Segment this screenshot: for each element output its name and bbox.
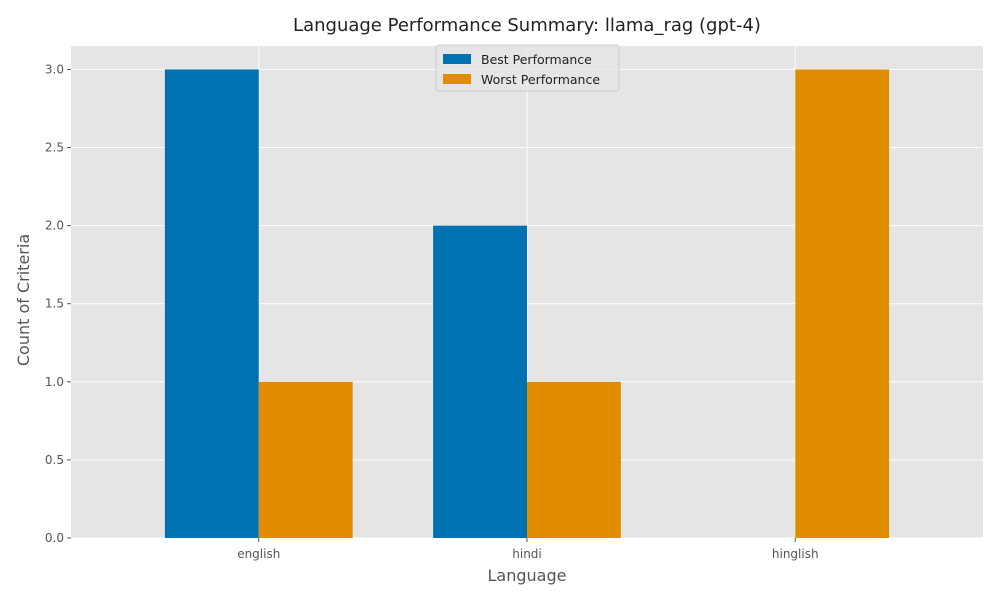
bar-best-performance-hindi — [433, 225, 527, 538]
legend-label: Worst Performance — [481, 72, 600, 87]
y-tick-label: 0.5 — [45, 453, 64, 467]
x-axis-ticks: english hindi hinglish — [237, 538, 819, 561]
legend: Best Performance Worst Performance — [435, 44, 620, 92]
bar-best-performance-english — [164, 69, 259, 538]
x-tick-label: hindi — [512, 547, 542, 561]
x-tick-label: english — [237, 547, 280, 561]
y-axis-ticks: 0.0 0.5 1.0 1.5 2.0 2.5 3.0 — [45, 62, 71, 545]
x-tick-label: hinglish — [772, 547, 819, 561]
legend-swatch — [443, 54, 471, 64]
legend-label: Best Performance — [481, 52, 592, 67]
y-tick-label: 1.0 — [45, 375, 64, 389]
chart-title: Language Performance Summary: llama_rag … — [293, 15, 761, 36]
y-axis-title: Count of Criteria — [14, 234, 33, 366]
y-tick-label: 2.5 — [45, 141, 64, 155]
x-axis-title: Language — [488, 566, 567, 585]
bar-worst-performance-hindi — [527, 381, 621, 538]
bars — [164, 69, 890, 538]
legend-swatch — [443, 74, 471, 84]
bar-worst-performance-hinglish — [795, 69, 890, 538]
bar-worst-performance-english — [258, 381, 353, 538]
y-tick-label: 0.0 — [45, 531, 64, 545]
y-tick-label: 3.0 — [45, 62, 64, 76]
y-tick-label: 2.0 — [45, 219, 64, 233]
legend-box — [435, 44, 620, 92]
y-tick-label: 1.5 — [45, 297, 64, 311]
